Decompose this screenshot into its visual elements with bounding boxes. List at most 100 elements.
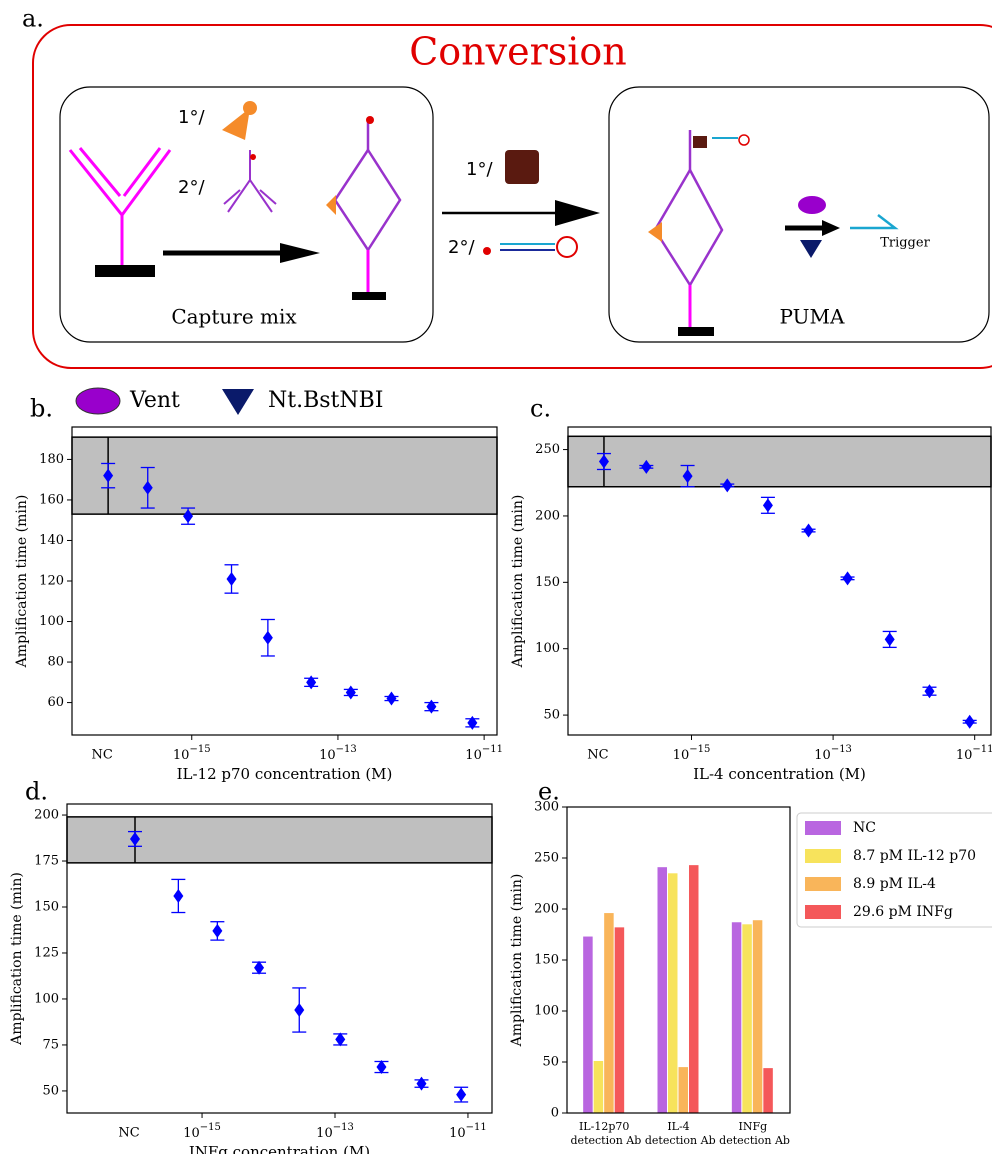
point: [254, 960, 265, 975]
y-tick-label: 250: [535, 442, 560, 457]
hairpin: [556, 236, 578, 258]
y-tick-label: 175: [34, 854, 59, 869]
y-tick-label: 100: [34, 991, 59, 1006]
bar: [668, 873, 678, 1113]
point: [884, 632, 895, 647]
y-tick-label: 100: [39, 614, 64, 629]
point: [426, 699, 437, 714]
surface: [95, 265, 155, 277]
legend-label: Vent: [129, 388, 180, 413]
x-tick-label: 10−15: [673, 744, 711, 763]
legend-swatch: [805, 849, 841, 863]
x-tick-label: IL-12p70 detection Ab: [567, 1120, 641, 1147]
bar: [752, 920, 763, 1113]
legend-label: NC: [853, 820, 876, 836]
point: [226, 571, 237, 586]
sandwich: [333, 118, 402, 253]
y-axis-label: Amplification time (min): [9, 872, 25, 1046]
panel-label: d.: [25, 778, 48, 806]
point: [262, 630, 273, 645]
secondary-antibody: [223, 150, 277, 213]
label: 1°/: [178, 107, 205, 128]
x-tick-label: NC: [587, 748, 608, 763]
y-tick-label: 100: [534, 1004, 559, 1019]
x-tick-label: 10−13: [319, 744, 357, 763]
y-axis-label: Amplification time (min): [509, 874, 525, 1048]
surface: [352, 292, 386, 300]
y-tick-label: 50: [543, 708, 560, 723]
legend-label: 8.9 pM IL-4: [853, 876, 936, 892]
arrow: [280, 243, 320, 263]
legend-swatch: [805, 905, 841, 919]
y-tick-label: 120: [39, 574, 64, 589]
x-tick-label: 10−11: [956, 744, 992, 763]
x-tick-label: 10−15: [173, 744, 211, 763]
point: [456, 1087, 467, 1102]
y-tick-label: 75: [42, 1037, 59, 1052]
point: [842, 571, 853, 586]
legend-marker: [222, 389, 254, 415]
legend-label: 29.6 pM INFg: [853, 904, 953, 920]
hairpin: [738, 134, 750, 146]
conversion-frame: [32, 24, 992, 369]
y-tick-label: 100: [535, 641, 560, 656]
primary-icon: [693, 136, 707, 148]
point: [173, 888, 184, 903]
legend-marker: [75, 387, 121, 415]
primary-icon: [505, 150, 539, 184]
x-tick-label: 10−15: [183, 1122, 221, 1141]
y-tick-label: 0: [551, 1106, 559, 1121]
panel-label: a.: [22, 5, 44, 33]
y-tick-label: 50: [542, 1055, 559, 1070]
trigger-icon: [850, 214, 899, 230]
legend-swatch: [805, 877, 841, 891]
primary-icon: [243, 101, 257, 115]
point: [416, 1076, 427, 1091]
point: [183, 509, 194, 524]
band: [71, 436, 498, 515]
point: [294, 1003, 305, 1017]
y-axis-label: Amplification time (min): [14, 495, 30, 669]
x-tick-label: INFg detection Ab: [716, 1120, 790, 1147]
point: [130, 831, 140, 846]
x-axis-label: IL-12 p70 concentration (M): [177, 765, 393, 783]
panel-a: a. Conversion 1°/ 2°/ Capture mix 1°/ 2°…: [22, 5, 992, 415]
y-tick-label: 80: [47, 655, 64, 670]
y-tick-label: 200: [34, 808, 59, 823]
plot-frame: [566, 806, 791, 1114]
bar: [763, 1068, 773, 1113]
label: 2°/: [178, 177, 205, 198]
point: [467, 715, 478, 730]
y-tick-label: 50: [42, 1083, 59, 1098]
box-label: Capture mix: [171, 305, 297, 329]
x-tick-label: NC: [91, 748, 112, 763]
bar: [689, 865, 699, 1113]
y-tick-label: 200: [535, 508, 560, 523]
bar: [678, 1067, 688, 1113]
x-axis-label: IL-4 concentration (M): [693, 765, 866, 783]
diagram-title: Conversion: [409, 30, 627, 74]
point: [964, 714, 975, 729]
dot: [250, 154, 256, 160]
x-tick-label: 10−11: [465, 744, 503, 763]
y-tick-label: 60: [47, 695, 64, 710]
label: 2°/: [448, 237, 475, 258]
point: [598, 454, 609, 469]
point: [103, 468, 114, 483]
y-tick-label: 200: [534, 902, 559, 917]
point: [682, 469, 693, 484]
x-tick-label: NC: [118, 1126, 139, 1141]
label: 1°/: [466, 159, 493, 180]
point: [762, 498, 773, 513]
y-tick-label: 150: [535, 575, 560, 590]
dot: [366, 116, 374, 124]
point: [924, 684, 935, 699]
x-tick-label: 10−11: [449, 1122, 487, 1141]
arrow: [822, 220, 840, 236]
bar: [583, 936, 593, 1113]
legend-frame: [796, 812, 992, 928]
point: [142, 480, 153, 495]
point: [803, 523, 814, 538]
point: [376, 1060, 387, 1075]
y-tick-label: 250: [534, 851, 559, 866]
